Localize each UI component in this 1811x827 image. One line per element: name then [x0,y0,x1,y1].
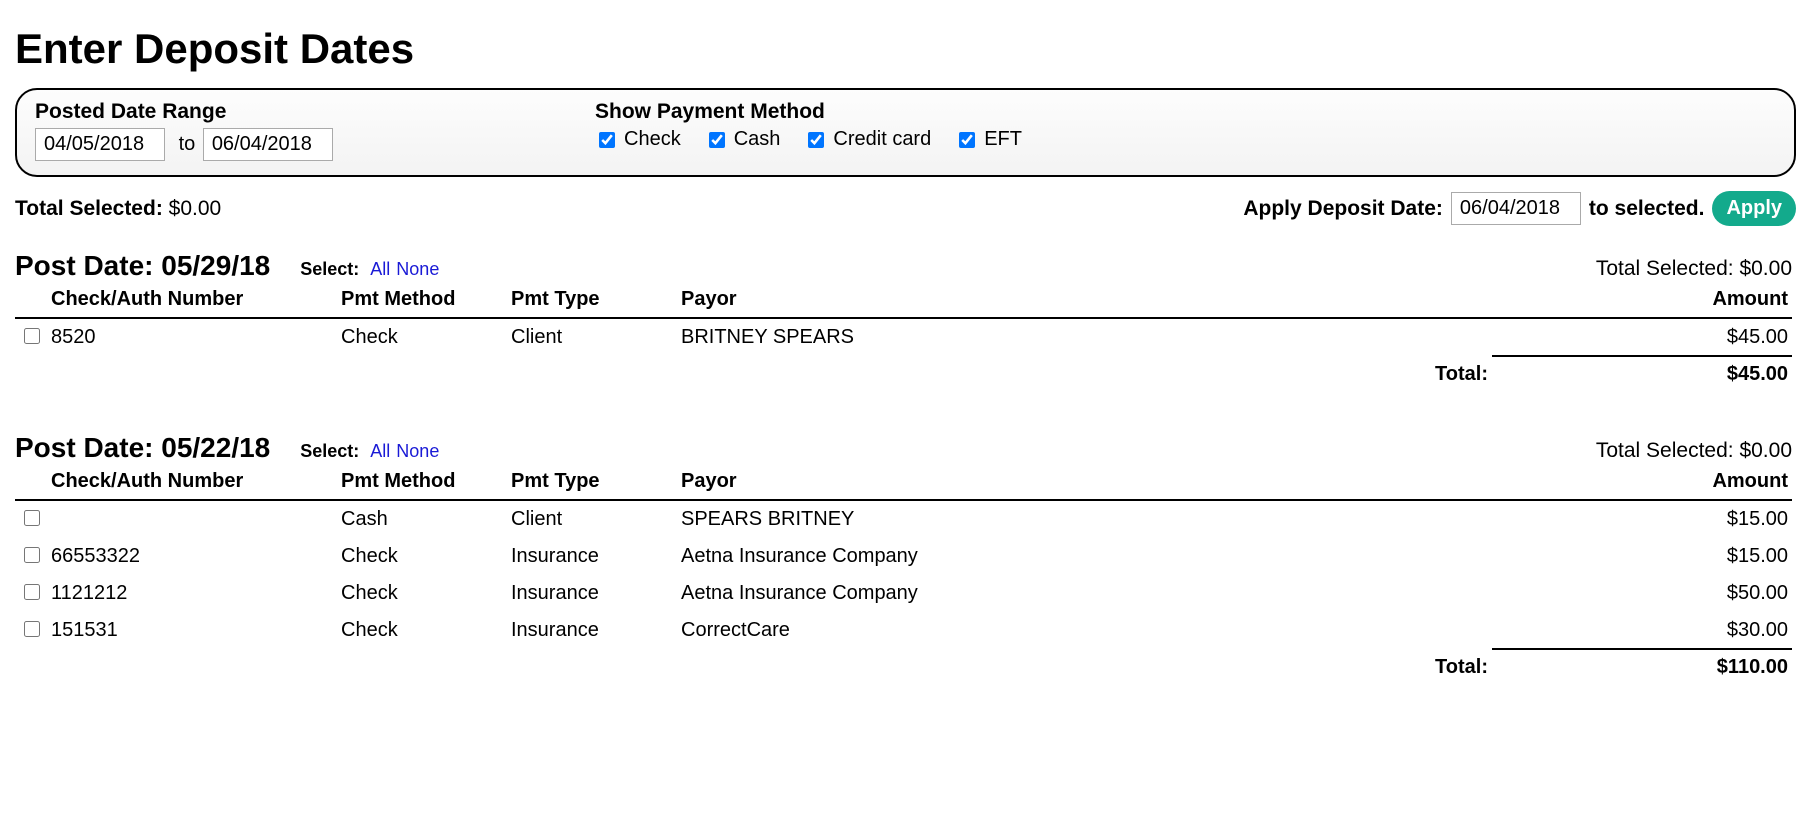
table-row: 1121212CheckInsuranceAetna Insurance Com… [15,575,1792,612]
payment-method-label-text: Check [624,128,681,151]
cell-method: Check [337,575,507,612]
total-label: Total: [677,356,1492,392]
payment-method-checkbox[interactable] [959,132,975,148]
col-amount-header: Amount [1492,466,1792,500]
col-check-header: Check/Auth Number [47,466,337,500]
total-selected-label: Total Selected: [15,197,163,220]
payments-table: Check/Auth NumberPmt MethodPmt TypePayor… [15,466,1792,685]
cell-check: 66553322 [47,538,337,575]
select-all-link[interactable]: All [370,441,390,461]
cell-check: 8520 [47,318,337,356]
cell-check: 1121212 [47,575,337,612]
total-label: Total: [677,649,1492,685]
date-from-input[interactable] [35,128,165,161]
col-payor-header: Payor [677,284,1492,318]
payment-method-label-text: EFT [984,128,1022,151]
select-controls: Select: All None [300,441,439,462]
cell-type: Insurance [507,575,677,612]
total-row: Total:$45.00 [15,356,1792,392]
cell-amount: $30.00 [1492,612,1792,649]
date-to-sep: to [179,133,196,155]
col-payor-header: Payor [677,466,1492,500]
cell-type: Client [507,318,677,356]
cell-method: Cash [337,500,507,538]
cell-payor: CorrectCare [677,612,1492,649]
select-none-link[interactable]: None [396,441,439,461]
payment-method-label-text: Credit card [833,128,931,151]
post-date-group: Post Date: 05/22/18 Select: All None Total … [15,432,1792,685]
cell-payor: SPEARS BRITNEY [677,500,1492,538]
col-type-header: Pmt Type [507,466,677,500]
payment-method-label-text: Cash [734,128,781,151]
select-all-link[interactable]: All [370,259,390,279]
cell-method: Check [337,538,507,575]
payment-method-label: Show Payment Method [595,100,1022,124]
page-title: Enter Deposit Dates [15,25,1796,73]
cell-method: Check [337,612,507,649]
group-total-selected: Total Selected: $0.00 [1596,439,1792,463]
total-value: $110.00 [1492,649,1792,685]
select-none-link[interactable]: None [396,259,439,279]
apply-button[interactable]: Apply [1712,191,1796,226]
col-check-header: Check/Auth Number [47,284,337,318]
cell-check: 151531 [47,612,337,649]
apply-date-label: Apply Deposit Date: [1243,197,1443,221]
row-checkbox[interactable] [24,584,40,600]
payment-method-item: Cash [705,128,781,151]
table-row: CashClientSPEARS BRITNEY$15.00 [15,500,1792,538]
cell-check [47,500,337,538]
cell-payor: BRITNEY SPEARS [677,318,1492,356]
cell-payor: Aetna Insurance Company [677,575,1492,612]
cell-type: Insurance [507,538,677,575]
payment-method-checkbox[interactable] [709,132,725,148]
apply-date-input[interactable] [1451,192,1581,225]
post-date-group: Post Date: 05/29/18 Select: All None Total … [15,250,1792,392]
cell-type: Client [507,500,677,538]
cell-amount: $45.00 [1492,318,1792,356]
payments-table: Check/Auth NumberPmt MethodPmt TypePayor… [15,284,1792,392]
summary-row: Total Selected: $0.00 Apply Deposit Date… [15,191,1796,226]
row-checkbox[interactable] [24,510,40,526]
cell-method: Check [337,318,507,356]
table-row: 8520CheckClientBRITNEY SPEARS$45.00 [15,318,1792,356]
total-selected-value: $0.00 [169,197,222,220]
cell-type: Insurance [507,612,677,649]
payment-method-item: Credit card [804,128,931,151]
table-row: 151531CheckInsuranceCorrectCare$30.00 [15,612,1792,649]
row-checkbox[interactable] [24,328,40,344]
row-checkbox[interactable] [24,621,40,637]
filter-panel: Posted Date Range to Show Payment Method… [15,88,1796,177]
select-controls: Select: All None [300,259,439,280]
payments-scroll-region[interactable]: Post Date: 05/29/18 Select: All None Total … [15,250,1796,740]
group-total-selected: Total Selected: $0.00 [1596,257,1792,281]
row-checkbox[interactable] [24,547,40,563]
cell-amount: $15.00 [1492,500,1792,538]
col-amount-header: Amount [1492,284,1792,318]
date-range-label: Posted Date Range [35,100,535,124]
cell-amount: $50.00 [1492,575,1792,612]
table-row: 66553322CheckInsuranceAetna Insurance Co… [15,538,1792,575]
payment-method-checkbox[interactable] [808,132,824,148]
col-method-header: Pmt Method [337,284,507,318]
select-prefix: Select: [300,441,364,461]
col-method-header: Pmt Method [337,466,507,500]
post-date-title: Post Date: 05/22/18 [15,432,270,464]
apply-date-suffix: to selected. [1589,197,1705,221]
col-type-header: Pmt Type [507,284,677,318]
total-row: Total:$110.00 [15,649,1792,685]
post-date-title: Post Date: 05/29/18 [15,250,270,282]
payment-method-checkbox[interactable] [599,132,615,148]
payment-method-item: Check [595,128,681,151]
select-prefix: Select: [300,259,364,279]
date-to-input[interactable] [203,128,333,161]
total-value: $45.00 [1492,356,1792,392]
cell-payor: Aetna Insurance Company [677,538,1492,575]
cell-amount: $15.00 [1492,538,1792,575]
payment-method-item: EFT [955,128,1022,151]
